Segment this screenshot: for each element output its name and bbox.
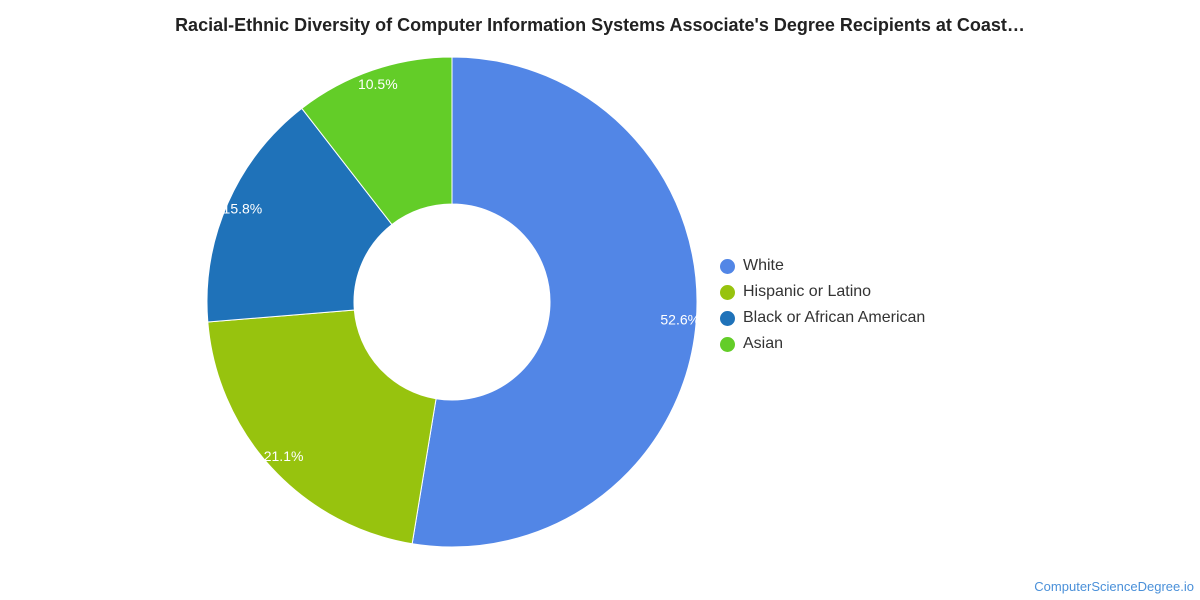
legend-item-asian[interactable]: Asian	[720, 331, 925, 357]
chart-title: Racial-Ethnic Diversity of Computer Info…	[175, 15, 1025, 35]
source-credit[interactable]: ComputerScienceDegree.io	[1034, 579, 1194, 594]
legend-item-white[interactable]: White	[720, 253, 925, 279]
legend-label: Hispanic or Latino	[743, 283, 872, 300]
slice-labels: 52.6% 21.1% 15.8% 10.5%	[223, 76, 701, 464]
legend-swatch	[720, 310, 735, 326]
slice-label-white: 52.6%	[660, 311, 700, 327]
slice-white[interactable]	[411, 56, 698, 548]
chart-legend: White Hispanic or Latino Black or African …	[720, 253, 925, 357]
legend-item-hispanic-or-latino[interactable]: Hispanic or Latino	[720, 279, 925, 305]
slice-label-asian: 10.5%	[358, 76, 398, 92]
legend-label: Asian	[743, 335, 784, 352]
legend-swatch	[720, 336, 735, 352]
slice-asian[interactable]	[301, 56, 453, 226]
slice-black-or-african-american[interactable]	[206, 107, 393, 323]
legend-label: White	[743, 257, 784, 274]
legend-item-black-or-african-american[interactable]: Black or African American	[720, 305, 925, 331]
donut-slices	[206, 56, 698, 548]
legend-swatch	[720, 258, 735, 274]
slice-label-hispanic-or-latino: 21.1%	[264, 448, 304, 464]
slice-hispanic-or-latino[interactable]	[207, 309, 437, 545]
legend-label: Black or African American	[743, 309, 926, 326]
slice-label-black-or-african-american: 15.8%	[223, 200, 263, 216]
legend-swatch	[720, 284, 735, 300]
